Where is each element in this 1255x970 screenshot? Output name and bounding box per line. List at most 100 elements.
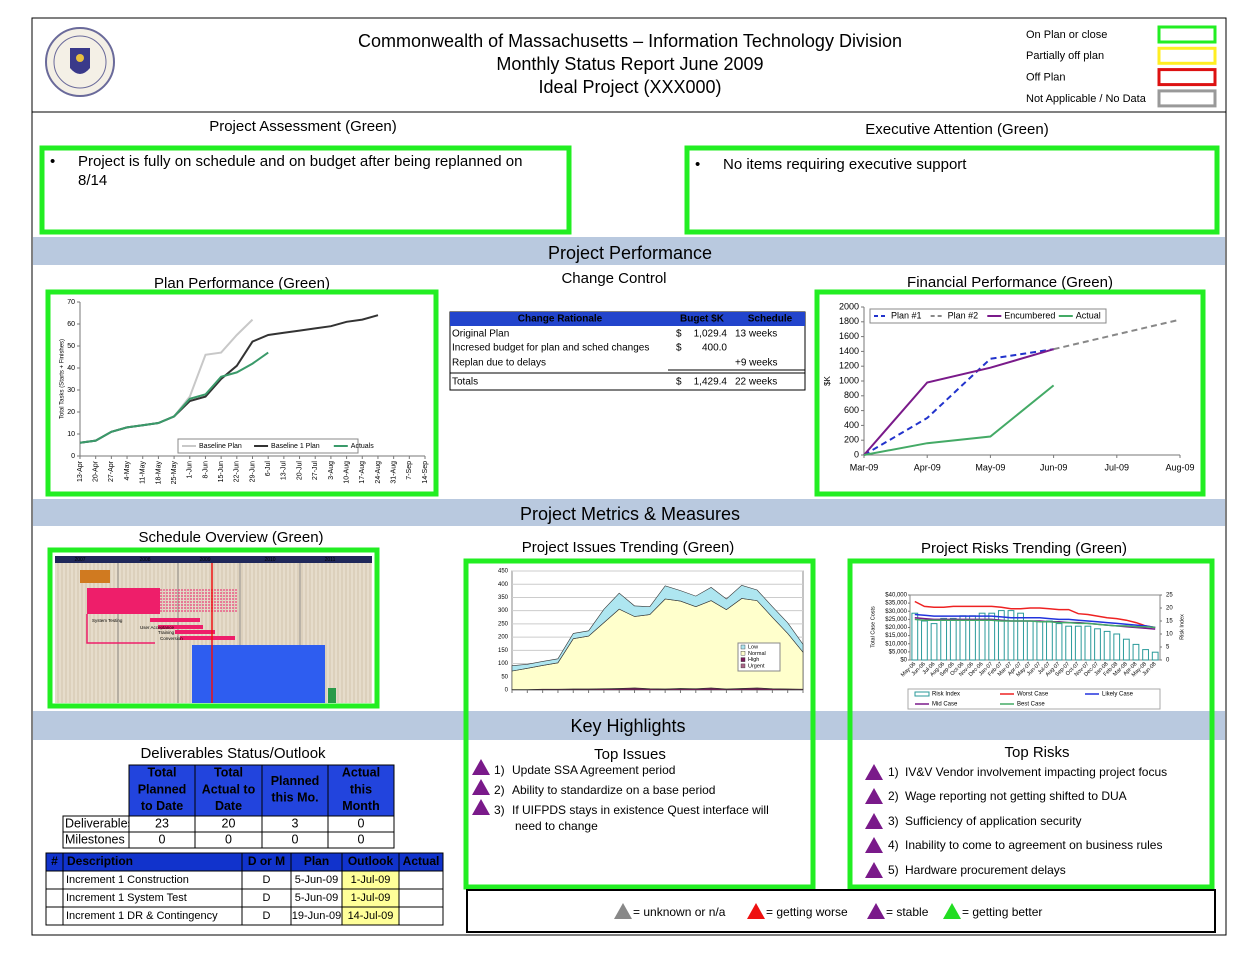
table-cell: 22 weeks [735, 377, 777, 388]
list-title: Top Risks [1004, 744, 1069, 761]
trend-triangle [472, 759, 490, 775]
y-tick-label: 50 [501, 674, 508, 680]
status-key-label: On Plan or close [1026, 29, 1107, 41]
x-tick-label: 6-Jul [265, 461, 272, 477]
trend-triangle [865, 837, 883, 853]
table-header [450, 312, 805, 326]
table-header-cell: Month [342, 799, 379, 813]
table-header [261, 764, 329, 817]
table-cell: Increment 1 Construction [66, 874, 189, 886]
table-cell: 0 [225, 832, 232, 846]
series-line [863, 348, 1054, 456]
gantt-year: 2007 [74, 557, 85, 563]
series-line [914, 618, 1156, 629]
x-tick-label: 8-Jun [202, 461, 209, 479]
trend-key-box [466, 889, 1216, 933]
table-row-label: Milestones [65, 832, 125, 846]
x-tick-label: 27-Apr [108, 460, 115, 482]
table-cell: 13 weeks [735, 329, 777, 340]
table-cell: $ [676, 329, 682, 340]
bar [1094, 628, 1101, 661]
table-cell: 20 [222, 816, 236, 830]
table-header-cell: Schedule [748, 314, 793, 325]
x-tick-label: 1-Jun [187, 461, 194, 479]
x-tick-label: 13-Jul [281, 461, 288, 481]
gantt-task: System Testing [92, 618, 123, 623]
table-cell: Increment 1 DR & Contingency [66, 910, 218, 922]
status-key-swatch [1157, 46, 1217, 65]
legend-swatch [740, 651, 746, 656]
table-header-cell: Change Rationale [518, 314, 603, 325]
list-text: If UIFPDS stays in existence Quest inter… [512, 803, 769, 817]
table-cell: 0 [358, 832, 365, 846]
trend-key-label: = unknown or n/a [633, 905, 726, 919]
bar [1103, 630, 1111, 661]
state-seal [45, 27, 115, 97]
x-tick-label: May-09 [975, 462, 1005, 472]
table-header-cell: Outlook [348, 854, 394, 868]
table-row-label: Deliverables [65, 816, 134, 830]
status-box [684, 145, 1220, 235]
gantt-bar [150, 618, 200, 622]
gantt-block [192, 645, 325, 703]
table-cell: $ [676, 343, 682, 354]
panel-title: Schedule Overview (Green) [138, 529, 323, 546]
legend-label: Baseline Plan [199, 443, 242, 450]
gantt-bar [80, 570, 110, 583]
list-text: IV&V Vendor involvement impacting projec… [905, 765, 1167, 779]
table-cell: 0 [292, 832, 299, 846]
y-tick-label: $35,000 [885, 601, 907, 607]
y-tick-label: 10 [67, 431, 75, 438]
status-key-swatch [1157, 89, 1217, 108]
trend-key-label: = getting better [962, 905, 1042, 919]
bar [1122, 638, 1130, 661]
list-number: 4) [888, 838, 899, 852]
table-cell-bg [398, 906, 444, 926]
legend-label: Likely Case [1102, 692, 1134, 698]
x-tick-label: 18-May [155, 461, 162, 485]
list-text: Sufficiency of application security [905, 814, 1082, 828]
status-key-swatch [1157, 25, 1217, 44]
chart-title: Project Issues Trending (Green) [522, 539, 735, 556]
y-tick-label: $15,000 [885, 633, 907, 639]
gantt-bar [180, 636, 235, 640]
table-header-cell: Planned [138, 782, 187, 796]
table-cell: D [263, 874, 271, 886]
x-tick-label: 7-Sep [406, 461, 413, 480]
x-tick-label: 13-Apr [77, 460, 84, 482]
table-cell: 1,029.4 [694, 329, 728, 340]
panel-title: Project Assessment (Green) [209, 118, 397, 135]
y-tick-label: 800 [844, 390, 859, 400]
x-tick-label: Jul-09 [1105, 462, 1130, 472]
y-tick-label: 1000 [839, 375, 859, 385]
status-key-label: Not Applicable / No Data [1026, 93, 1147, 105]
y-tick-label: 0 [854, 449, 859, 459]
chart-title: Project Risks Trending (Green) [921, 540, 1127, 557]
bar [1036, 620, 1044, 661]
y-axis-title: Total Tasks (Starts + Finishes) [60, 339, 66, 419]
table-header-cell: this Mo. [271, 791, 318, 805]
y-tick-label: $30,000 [885, 609, 907, 615]
list-number: 3) [494, 803, 505, 817]
trend-key-triangle [867, 903, 885, 919]
executive-text: No items requiring executive support [723, 156, 967, 173]
x-tick-label: 31-Aug [390, 461, 397, 484]
trend-key-triangle [747, 903, 765, 919]
gantt-task: Conversion [160, 636, 183, 641]
bar [969, 615, 976, 661]
gantt-header [55, 556, 372, 563]
y-tick-label: 300 [498, 608, 509, 614]
status-key-label: Off Plan [1026, 72, 1066, 84]
legend-label: Plan #2 [948, 310, 979, 320]
gantt-bar [175, 630, 215, 634]
table-header-cell: Plan [304, 854, 329, 868]
y-tick-label: 30 [67, 387, 75, 394]
bar [1084, 625, 1092, 661]
legend-label: Mid Case [932, 702, 958, 708]
list-text: Hardware procurement delays [905, 863, 1066, 877]
status-box [47, 547, 380, 709]
table-cell-bg [45, 870, 64, 890]
bar [911, 612, 919, 661]
report-title: Commonwealth of Massachusetts – Informat… [358, 31, 902, 51]
